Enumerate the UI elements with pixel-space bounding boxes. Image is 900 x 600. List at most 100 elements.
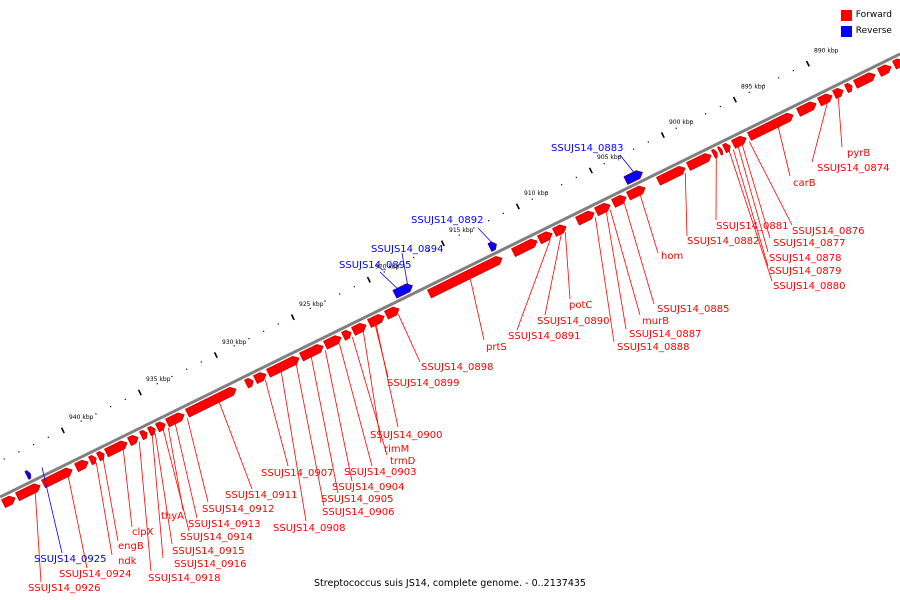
genome-backbone xyxy=(0,52,900,499)
gene-label: SSUJS14_0898 xyxy=(421,362,494,373)
gene-label: SSUJS14_0899 xyxy=(387,378,460,389)
gene-label: SSUJS14_0925 xyxy=(34,554,107,565)
label-leader-line xyxy=(469,278,485,341)
minor-tick xyxy=(248,337,250,340)
forward-gene-arrow xyxy=(685,153,712,171)
forward-gene-arrow xyxy=(184,386,237,418)
gene-label: SSUJS14_0879 xyxy=(769,266,842,277)
forward-gene-arrow xyxy=(795,101,817,117)
forward-gene-arrow xyxy=(730,135,747,149)
gene-label: SSUJS14_0903 xyxy=(344,467,417,478)
scale-tick-label: 890 kbp xyxy=(814,47,839,54)
scale-tick xyxy=(805,60,810,67)
minor-tick xyxy=(458,234,460,236)
minor-tick xyxy=(413,256,415,259)
label-leader-line xyxy=(310,357,339,494)
forward-gene-arrow xyxy=(721,142,731,154)
forward-gene-arrow xyxy=(876,64,892,77)
reverse-gene-arrow xyxy=(24,470,32,480)
scale-tick-label: 930 kbp xyxy=(222,339,247,346)
reverse-gene-arrow xyxy=(623,170,644,186)
forward-gene-arrow xyxy=(252,372,267,385)
label-leader-line xyxy=(728,151,773,282)
minor-tick xyxy=(792,70,794,72)
forward-gene-arrow xyxy=(340,329,352,341)
gene-label: SSUJS14_0915 xyxy=(172,546,245,557)
label-leader-line xyxy=(174,423,198,519)
label-leader-line xyxy=(401,252,409,288)
gene-label: SSUJS14_0885 xyxy=(657,304,730,315)
label-leader-line xyxy=(338,343,373,467)
label-leader-line xyxy=(837,97,843,148)
label-leader-line xyxy=(619,154,637,176)
forward-gene-arrow xyxy=(350,322,367,336)
scale-tick-label: 910 kbp xyxy=(524,190,549,197)
label-leader-line xyxy=(41,467,63,554)
legend-reverse-label: Reverse xyxy=(855,26,892,36)
label-leader-line xyxy=(151,435,164,559)
label-leader-line xyxy=(477,227,495,246)
forward-gene-arrow xyxy=(95,451,105,462)
gene-label: SSUJS14_0926 xyxy=(28,583,101,594)
minor-tick xyxy=(488,220,490,222)
label-leader-line xyxy=(741,144,771,239)
gene-label: engB xyxy=(118,541,144,552)
label-leader-line xyxy=(264,379,289,467)
label-leader-line xyxy=(544,234,562,316)
label-leader-line xyxy=(516,239,551,331)
gene-label: SSUJS14_0895 xyxy=(339,260,412,271)
minor-tick xyxy=(233,345,235,347)
reverse-gene-arrow xyxy=(392,283,414,299)
minor-tick xyxy=(383,271,385,273)
gene-label: SSUJS14_0905 xyxy=(321,494,394,505)
forward-gene-arrow xyxy=(716,146,724,156)
label-leader-line xyxy=(623,202,655,305)
label-leader-line xyxy=(639,195,659,254)
forward-gene-arrow xyxy=(14,483,41,502)
minor-tick xyxy=(3,458,5,460)
minor-tick xyxy=(618,155,620,158)
scale-tick-label: 895 kbp xyxy=(741,83,766,90)
minor-tick xyxy=(398,264,400,266)
forward-gene-arrow xyxy=(426,256,503,299)
minor-tick xyxy=(778,77,780,79)
scale-tick xyxy=(588,167,593,174)
scale-tick-label: 905 kbp xyxy=(597,154,622,161)
minor-tick xyxy=(156,383,158,385)
label-leader-line xyxy=(162,429,190,532)
gene-label: clpX xyxy=(132,527,154,538)
minor-tick xyxy=(124,398,126,401)
minor-tick xyxy=(473,227,475,229)
legend-forward: Forward xyxy=(840,8,892,22)
strand-legend: Forward Reverse xyxy=(840,8,892,40)
label-leaders xyxy=(34,97,843,583)
label-leader-line xyxy=(95,462,113,556)
label-leader-line xyxy=(186,418,209,503)
gene-label: thyA xyxy=(161,511,184,522)
gene-label: ndk xyxy=(118,556,137,567)
label-leader-line xyxy=(684,173,688,237)
minor-tick xyxy=(33,443,35,446)
minor-tick xyxy=(18,451,20,453)
minor-tick xyxy=(427,249,429,251)
minor-tick xyxy=(647,141,649,143)
scale-tick xyxy=(60,427,65,434)
minor-tick xyxy=(186,368,188,370)
gene-label: potC xyxy=(569,300,592,311)
gene-label: SSUJS14_0918 xyxy=(148,573,221,584)
forward-gene-arrow xyxy=(510,238,538,258)
forward-gene-arrow xyxy=(593,202,611,217)
minor-tick xyxy=(47,436,49,438)
scale-tick xyxy=(732,96,737,103)
forward-gene-arrow xyxy=(536,231,553,245)
gene-label: SSUJS14_0877 xyxy=(773,238,846,249)
label-leader-line xyxy=(397,314,421,363)
gene-arrows xyxy=(0,58,900,509)
forward-gene-arrow xyxy=(40,467,73,489)
gene-label: SSUJS14_0907 xyxy=(261,468,334,479)
gene-label: SSUJS14_0881 xyxy=(716,221,789,232)
forward-gene-arrow xyxy=(146,425,156,437)
forward-gene-arrow xyxy=(126,434,139,447)
scale-tick-label: 915 kbp xyxy=(449,227,474,234)
